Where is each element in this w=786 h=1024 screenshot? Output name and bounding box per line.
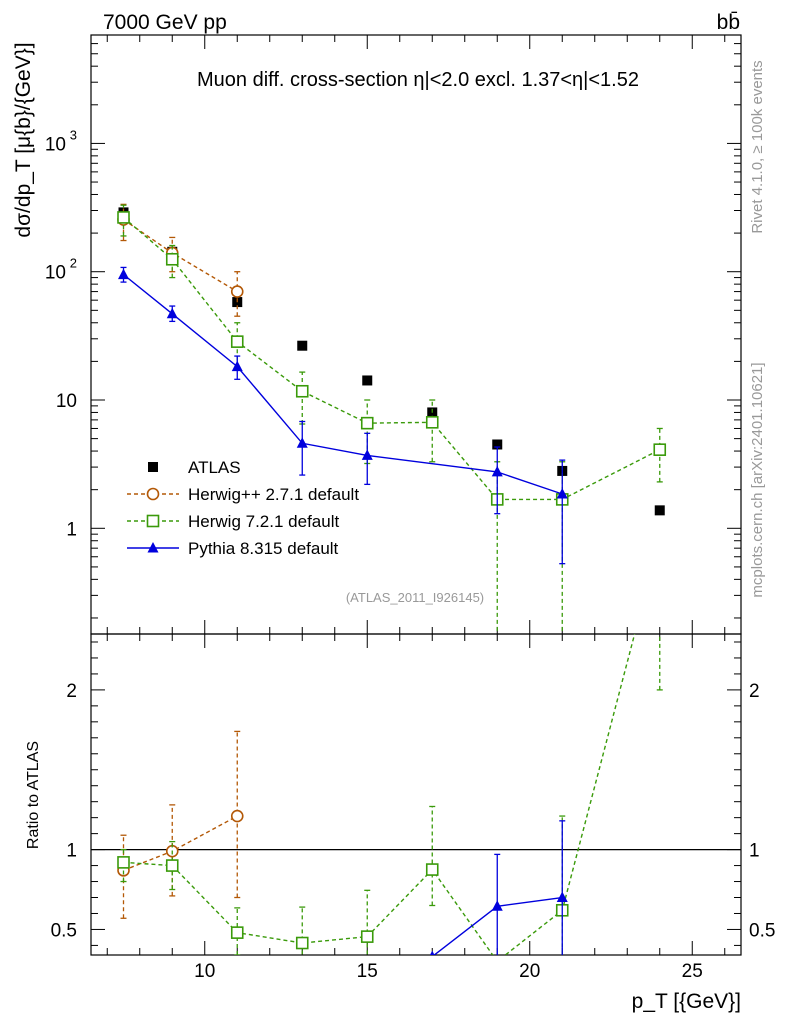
ratio-point-pythia bbox=[429, 950, 435, 955]
main-point-pythia bbox=[491, 465, 503, 477]
ratio-series-herwigpp bbox=[117, 730, 244, 919]
legend-marker bbox=[146, 487, 160, 501]
ratio-point-herwigpp bbox=[230, 809, 244, 823]
analysis-id: (ATLAS_2011_I926145) bbox=[346, 590, 484, 605]
y-axis-label-main: dσ/dp_T [μ{b}/{GeV}] bbox=[12, 42, 35, 237]
x-tick-label: 10 bbox=[194, 961, 215, 982]
main-point-pythia bbox=[556, 488, 568, 499]
main-point-pythia bbox=[118, 268, 129, 280]
legend-item-herwig7: Herwig 7.2.1 default bbox=[127, 512, 339, 531]
legend: ATLAS Herwig++ 2.7.1 default Herwig 7.2.1 … bbox=[127, 458, 359, 558]
main-point-atlas bbox=[492, 439, 503, 450]
main-panel: 1 10 10 2 10 3 bbox=[45, 34, 742, 635]
ratio-point-herwig7 bbox=[295, 936, 309, 950]
x-tick-label: 25 bbox=[682, 961, 703, 982]
main-point-herwig7 bbox=[230, 335, 244, 348]
main-point-atlas bbox=[654, 505, 665, 516]
legend-item-pythia: Pythia 8.315 default bbox=[127, 539, 339, 558]
y-tick-label-exponent: 3 bbox=[70, 127, 77, 142]
ratio-point-herwig7 bbox=[492, 956, 503, 967]
x-axis-label: p_T [{GeV}] bbox=[632, 990, 741, 1013]
y-axis-label-ratio: Ratio to ATLAS bbox=[25, 741, 42, 849]
main-series-pythia bbox=[118, 266, 568, 565]
main-point-herwig7 bbox=[165, 252, 179, 266]
ratio-point-herwig7 bbox=[360, 930, 374, 943]
main-point-herwig7 bbox=[295, 384, 309, 398]
ratio-point-herwig7 bbox=[165, 859, 179, 872]
y-tick-label-right: 0.5 bbox=[749, 920, 775, 941]
y-tick-label: 10 bbox=[45, 263, 66, 284]
legend-marker bbox=[148, 462, 158, 472]
rivet-version-label: Rivet 4.1.0, ≥ 100k events bbox=[749, 60, 766, 233]
x-tick-label: 20 bbox=[519, 961, 540, 982]
ratio-frame bbox=[90, 633, 742, 956]
y-tick-label: 1 bbox=[66, 519, 77, 540]
main-point-pythia bbox=[231, 360, 243, 372]
y-tick-label: 10 bbox=[56, 391, 77, 412]
ratio-point-pythia bbox=[491, 900, 503, 911]
mcplots-source-label: mcplots.cern.ch [arXiv:2401.10621] bbox=[749, 362, 766, 597]
ratio-panel: 10 15 20 25 0.5 0.5 1 1 2 2 bbox=[51, 533, 775, 982]
process-label: bb̄ bbox=[717, 11, 740, 34]
y-tick-label-right: 1 bbox=[749, 841, 760, 862]
y-tick-label-exponent: 2 bbox=[70, 256, 77, 271]
legend-marker bbox=[146, 514, 160, 528]
collision-label: 7000 GeV pp bbox=[103, 11, 227, 34]
legend-label: ATLAS bbox=[188, 458, 241, 477]
x-tick-label: 15 bbox=[357, 961, 378, 982]
main-point-herwig7 bbox=[360, 416, 374, 430]
main-point-atlas bbox=[362, 375, 373, 386]
legend-label: Herwig 7.2.1 default bbox=[188, 512, 339, 531]
main-point-herwig7 bbox=[653, 443, 667, 456]
chart-title: Muon diff. cross-section η|<2.0 excl. 1.… bbox=[197, 69, 639, 91]
legend-label: Pythia 8.315 default bbox=[188, 539, 339, 558]
y-tick-label: 0.5 bbox=[51, 920, 77, 941]
main-point-pythia bbox=[166, 307, 178, 319]
legend-item-atlas: ATLAS bbox=[148, 458, 241, 477]
y-tick-label-right: 2 bbox=[749, 681, 760, 702]
y-tick-label: 2 bbox=[66, 681, 77, 702]
y-tick-label: 10 bbox=[45, 134, 66, 155]
legend-label: Herwig++ 2.7.1 default bbox=[188, 485, 359, 504]
main-line-herwigpp bbox=[123, 218, 238, 293]
ratio-line-herwigpp bbox=[123, 815, 238, 872]
ratio-point-herwig7 bbox=[425, 863, 439, 876]
main-point-herwigpp bbox=[230, 285, 244, 298]
main-point-pythia bbox=[361, 449, 373, 460]
legend-item-herwigpp: Herwig++ 2.7.1 default bbox=[127, 485, 359, 504]
main-point-pythia bbox=[296, 437, 308, 448]
main-series-herwigpp bbox=[117, 203, 244, 317]
main-point-herwig7 bbox=[117, 211, 130, 224]
y-tick-label: 1 bbox=[66, 841, 77, 862]
ratio-point-herwig7 bbox=[654, 533, 665, 544]
main-point-herwig7 bbox=[425, 416, 439, 429]
ratio-point-pythia bbox=[556, 891, 568, 903]
legend-marker bbox=[147, 542, 159, 553]
ratio-series-pythia bbox=[429, 820, 568, 955]
ratio-point-herwig7 bbox=[230, 926, 244, 939]
ratio-point-herwig7 bbox=[117, 856, 130, 869]
main-point-atlas bbox=[297, 340, 308, 351]
